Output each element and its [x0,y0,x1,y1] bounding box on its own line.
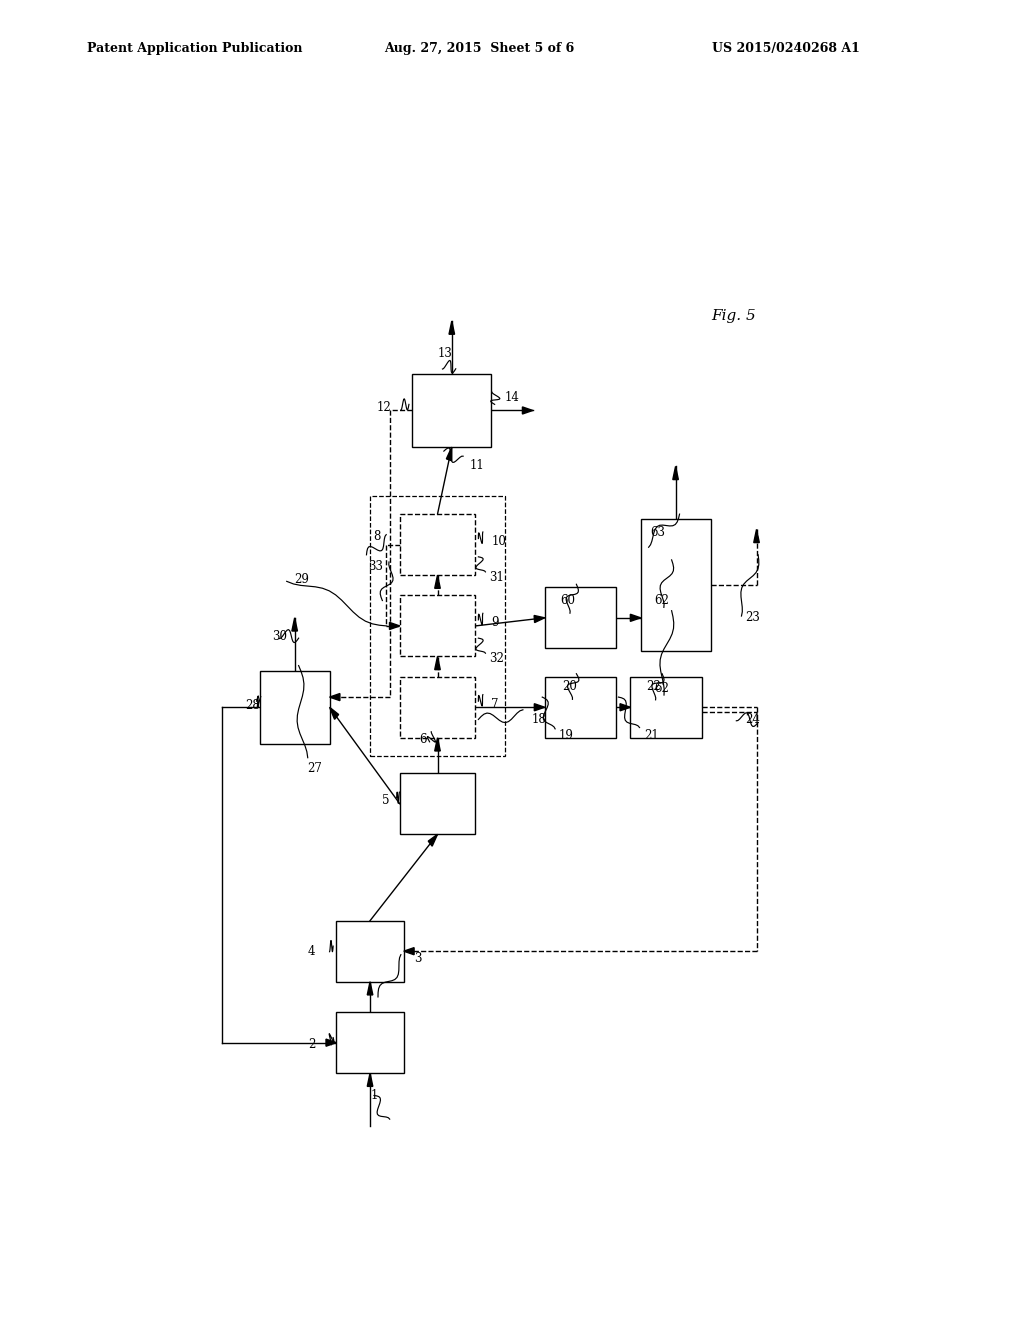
Text: 20: 20 [562,680,578,693]
Bar [399,774,475,834]
Polygon shape [330,708,339,719]
Polygon shape [389,623,399,630]
Text: 32: 32 [489,652,504,665]
Text: 9: 9 [492,616,499,630]
Polygon shape [522,407,532,414]
Bar [399,595,475,656]
Text: 6: 6 [419,734,426,746]
Polygon shape [403,948,414,954]
Polygon shape [754,529,760,543]
Text: 1: 1 [371,1089,378,1102]
Bar [399,677,475,738]
Bar [260,671,330,744]
Text: 63: 63 [650,525,666,539]
Text: 60: 60 [560,594,575,607]
Text: 14: 14 [504,391,519,404]
Text: 24: 24 [745,713,760,726]
Text: 27: 27 [307,762,323,775]
Text: 4: 4 [308,945,315,958]
Bar [545,677,616,738]
Text: 12: 12 [377,401,391,414]
Text: 7: 7 [492,698,499,710]
Bar [399,515,475,576]
Text: 11: 11 [469,459,484,471]
Bar [412,374,492,447]
Bar [631,677,701,738]
Polygon shape [428,834,437,846]
Text: 8: 8 [373,531,380,543]
Text: 5: 5 [382,795,390,808]
Polygon shape [330,693,340,701]
Polygon shape [368,982,373,995]
Polygon shape [673,466,678,479]
Text: 29: 29 [295,573,309,586]
Text: 28: 28 [246,698,260,711]
Polygon shape [449,321,455,334]
Bar [641,519,711,651]
Text: 30: 30 [272,630,288,643]
Text: 31: 31 [489,570,504,583]
Text: Aug. 27, 2015  Sheet 5 of 6: Aug. 27, 2015 Sheet 5 of 6 [384,42,574,55]
Text: Fig. 5: Fig. 5 [712,309,756,323]
Text: 19: 19 [559,729,573,742]
Text: 21: 21 [644,729,658,742]
Bar [336,921,403,982]
Text: 62: 62 [654,594,669,607]
Text: 33: 33 [369,561,384,573]
Text: 13: 13 [438,347,453,360]
Polygon shape [368,1073,373,1086]
Text: 23: 23 [745,611,760,624]
Polygon shape [435,656,440,669]
Text: 10: 10 [492,535,506,548]
Text: Patent Application Publication: Patent Application Publication [87,42,302,55]
Text: 62: 62 [654,682,669,696]
Bar [545,587,616,648]
Polygon shape [535,704,545,710]
Polygon shape [535,615,545,623]
Polygon shape [435,738,440,751]
Polygon shape [631,614,641,622]
Text: 2: 2 [308,1039,315,1051]
Text: 22: 22 [646,680,660,693]
Polygon shape [292,618,297,631]
Polygon shape [446,447,452,461]
Polygon shape [326,1039,336,1047]
Polygon shape [435,576,440,589]
Text: 18: 18 [531,713,546,726]
Text: 3: 3 [414,952,421,965]
Polygon shape [620,704,631,710]
Bar [370,496,506,756]
Bar [336,1012,403,1073]
Text: US 2015/0240268 A1: US 2015/0240268 A1 [712,42,859,55]
